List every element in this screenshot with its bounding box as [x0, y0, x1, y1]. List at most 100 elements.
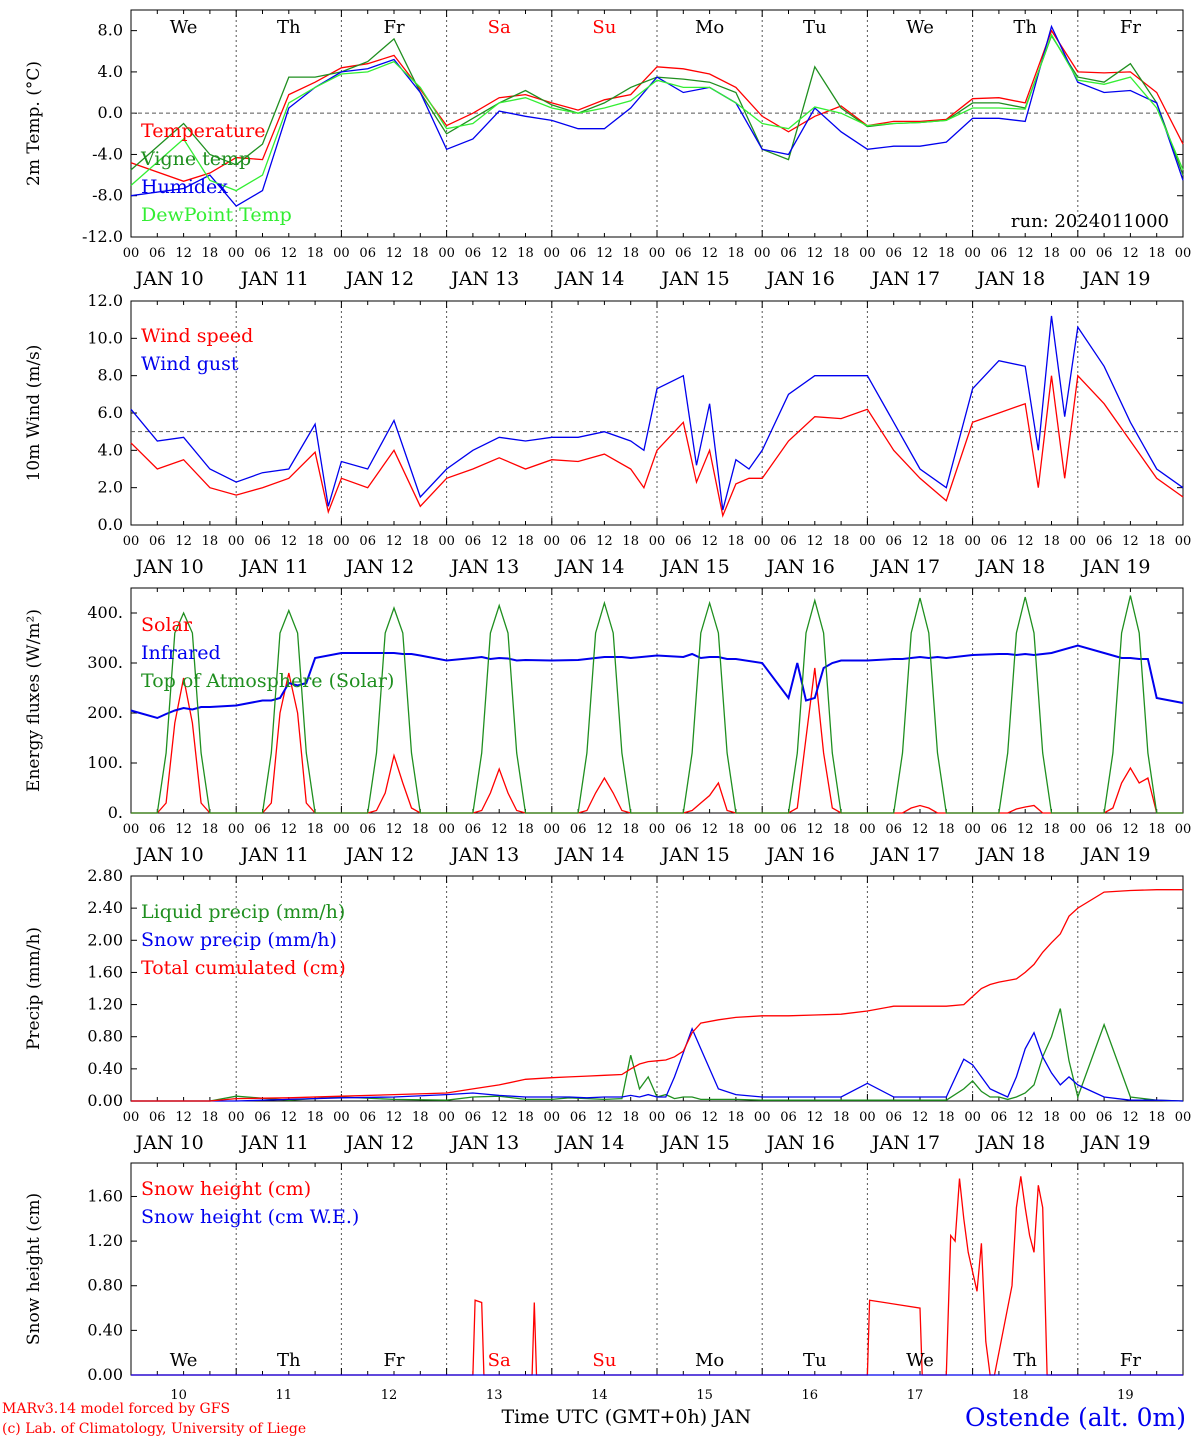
hour-label: 00: [228, 822, 245, 837]
hour-label: 12: [281, 822, 298, 837]
hour-label: 00: [1070, 1110, 1087, 1125]
hour-label: 00: [1175, 1110, 1192, 1125]
hour-label: 06: [149, 822, 166, 837]
hour-label: 18: [622, 534, 639, 549]
day-number-label: 15: [696, 1388, 713, 1403]
hour-label: 06: [1096, 534, 1113, 549]
weekday-label: Su: [592, 1350, 616, 1371]
hour-label: 18: [517, 1110, 534, 1125]
y-axis-label: Energy fluxes (W/m²): [24, 609, 44, 792]
hour-label: 12: [912, 534, 929, 549]
y-tick-label: 0.40: [87, 1059, 123, 1078]
panel-5: 0.00 0.40 0.80 1.20 1.60 Snow height (cm) Snow…: [24, 1162, 1184, 1428]
day-number-label: 17: [907, 1388, 924, 1403]
date-label: JAN 16: [765, 1132, 835, 1154]
hour-label: 18: [728, 1110, 745, 1125]
hour-label: 06: [885, 822, 902, 837]
hour-label: 00: [754, 246, 771, 261]
hour-label: 12: [912, 822, 929, 837]
date-label: JAN 11: [239, 268, 309, 290]
legend-entry: Snow height (cm W.E.): [141, 1206, 359, 1228]
date-label: JAN 19: [1080, 268, 1150, 290]
hour-label: 18: [622, 1110, 639, 1125]
day-number-label: 12: [381, 1388, 398, 1403]
hour-label: 18: [517, 534, 534, 549]
hour-label: 06: [885, 534, 902, 549]
y-tick-label: 1.60: [87, 1186, 123, 1205]
hour-label: 12: [1122, 1110, 1139, 1125]
hour-label: 18: [517, 246, 534, 261]
hour-label: 06: [1096, 246, 1113, 261]
y-tick-label: -12.0: [82, 227, 123, 246]
hour-label: 06: [1096, 1110, 1113, 1125]
hour-label: 00: [1175, 534, 1192, 549]
hour-label: 12: [175, 1110, 192, 1125]
hour-label: 18: [938, 246, 955, 261]
hour-label: 00: [123, 246, 140, 261]
series-line-humidex: [130, 24, 1184, 207]
legend-entry: Humidex: [141, 176, 228, 198]
hour-label: 06: [359, 1110, 376, 1125]
hour-label: 00: [964, 822, 981, 837]
y-axis-label: 10m Wind (m/s): [24, 345, 44, 482]
hour-label: 12: [386, 1110, 403, 1125]
x-axis-label: Time UTC (GMT+0h) JAN: [501, 1406, 751, 1428]
date-label: JAN 12: [344, 556, 414, 578]
hour-label: 06: [1096, 822, 1113, 837]
day-number-label: 10: [170, 1388, 187, 1403]
hour-label: 18: [728, 534, 745, 549]
date-label: JAN 15: [660, 844, 730, 866]
legend-entry: Snow precip (mm/h): [141, 929, 337, 951]
hour-label: 12: [596, 1110, 613, 1125]
hour-label: 18: [622, 246, 639, 261]
hour-label: 00: [438, 246, 455, 261]
hour-label: 00: [1070, 534, 1087, 549]
hour-label: 18: [1148, 246, 1165, 261]
y-tick-label: 0.00: [87, 1365, 123, 1384]
hour-label: 12: [491, 1110, 508, 1125]
hour-label: 18: [728, 822, 745, 837]
panel-3: 0. 100. 200. 300. 400. Energy fluxes (W/m²) So…: [24, 587, 1191, 866]
hour-label: 06: [465, 1110, 482, 1125]
day-number-label: 19: [1117, 1388, 1134, 1403]
hour-label: 06: [780, 534, 797, 549]
hour-label: 00: [1070, 822, 1087, 837]
series-line-wind-speed: [130, 374, 1184, 518]
hour-label: 06: [991, 246, 1008, 261]
hour-label: 06: [675, 1110, 692, 1125]
hour-label: 18: [833, 1110, 850, 1125]
hour-label: 12: [1122, 246, 1139, 261]
hour-label: 12: [386, 246, 403, 261]
weekday-label: We: [906, 1350, 934, 1371]
hour-label: 18: [202, 246, 219, 261]
series-line-dewpoint-temp: [130, 33, 1184, 192]
hour-label: 12: [281, 246, 298, 261]
y-tick-label: 2.40: [87, 898, 123, 917]
legend-entry: Infrared: [141, 642, 221, 664]
hour-label: 06: [465, 534, 482, 549]
hour-label: 12: [596, 534, 613, 549]
date-label: JAN 19: [1080, 556, 1150, 578]
hour-label: 06: [359, 246, 376, 261]
hour-label: 18: [1043, 822, 1060, 837]
y-tick-label: 4.0: [98, 440, 123, 459]
weekday-label: Fr: [1120, 1350, 1141, 1371]
y-tick-label: 12.0: [87, 291, 123, 310]
hour-label: 12: [281, 534, 298, 549]
weekday-label: Th: [277, 17, 301, 38]
series-line-top-of-atmosphere-solar-: [131, 595, 1183, 814]
y-tick-label: 0.40: [87, 1320, 123, 1339]
hour-label: 00: [544, 822, 561, 837]
y-axis-label: 2m Temp. (°C): [24, 61, 44, 186]
weekday-label: Tu: [803, 17, 827, 38]
hour-label: 18: [833, 822, 850, 837]
hour-label: 00: [438, 1110, 455, 1125]
hour-label: 06: [780, 822, 797, 837]
hour-label: 12: [701, 1110, 718, 1125]
hour-label: 00: [649, 1110, 666, 1125]
hour-label: 00: [649, 822, 666, 837]
hour-label: 06: [570, 822, 587, 837]
legend-entry: Wind gust: [141, 353, 239, 375]
hour-label: 00: [649, 534, 666, 549]
